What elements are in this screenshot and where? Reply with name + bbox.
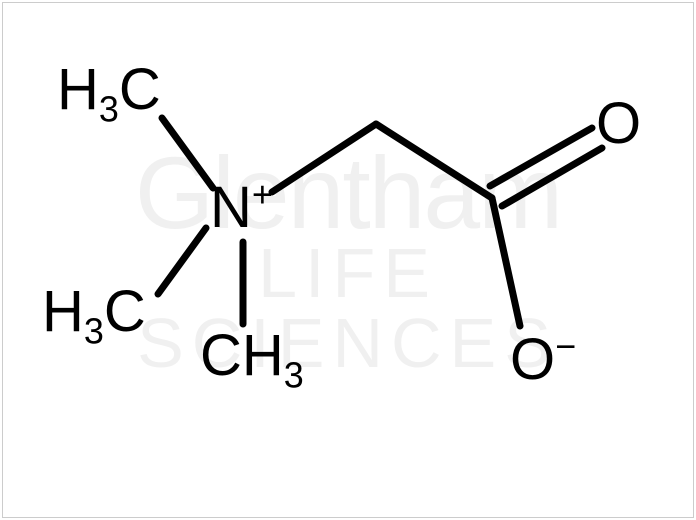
label-h3c-left: H3C (42, 278, 146, 345)
bond-c-to-o-minus (492, 198, 520, 326)
label-o-minus: O− (510, 326, 576, 393)
bond-n-to-ch2 (272, 124, 376, 192)
label-n-plus: N+ (210, 174, 273, 241)
bond-c-dbl-o-2 (502, 148, 602, 206)
bond-n-to-h3c-left (158, 228, 206, 294)
label-h3c-top: H3C (57, 56, 161, 123)
bond-ch2-to-c (376, 124, 492, 198)
label-o-top: O (596, 90, 641, 157)
bond-n-to-h3c-top (162, 118, 213, 188)
label-ch3-bot: CH3 (200, 322, 304, 389)
bond-c-dbl-o-1 (490, 128, 592, 186)
